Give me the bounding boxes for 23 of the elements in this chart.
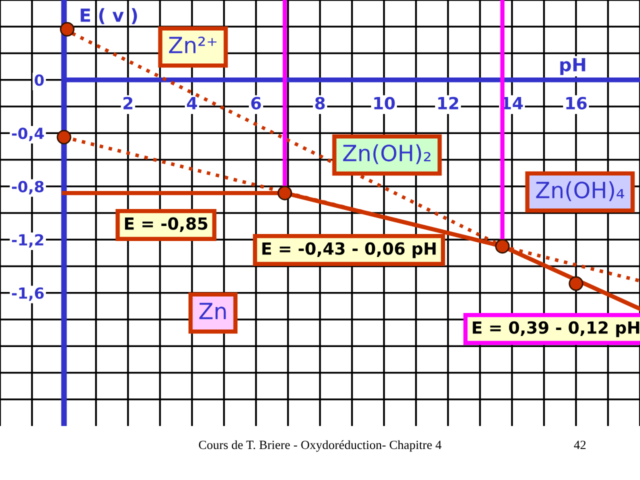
- annotation: E = -0,43 - 0,06 pH: [262, 242, 436, 258]
- y-tick-label: 0: [34, 74, 44, 86]
- text: Cours de T. Briere - Oxydoréduction- Chapitre 4: [198, 440, 442, 452]
- x-tick-label: 2: [124, 96, 132, 110]
- annotation: Zn²⁺: [169, 36, 216, 54]
- y-tick-label: -0,8: [12, 180, 44, 194]
- x-tick-label: 16: [566, 96, 587, 110]
- x-tick-label: 6: [251, 96, 261, 110]
- annotation: Zn(OH)₄: [536, 181, 624, 202]
- text: 42: [574, 440, 586, 450]
- y-tick-label: -0,4: [12, 128, 44, 142]
- x-tick-label: 10: [374, 96, 395, 110]
- y-tick-label: -1,6: [12, 287, 44, 301]
- annotation: Zn: [199, 302, 226, 320]
- x-tick-label: 12: [438, 96, 458, 110]
- x-tick-label: 4: [186, 97, 198, 110]
- annotation: E = 0,39 - 0,12 pH: [472, 321, 640, 338]
- x-tick-label: 8: [315, 96, 325, 110]
- annotation: Zn(OH)₂: [343, 144, 430, 164]
- y-tick-label: -1,2: [12, 234, 44, 248]
- annotation: E = -0,85: [125, 217, 208, 232]
- x-axis-title: pH: [560, 58, 586, 75]
- y-axis-title: E ( v ): [80, 8, 137, 24]
